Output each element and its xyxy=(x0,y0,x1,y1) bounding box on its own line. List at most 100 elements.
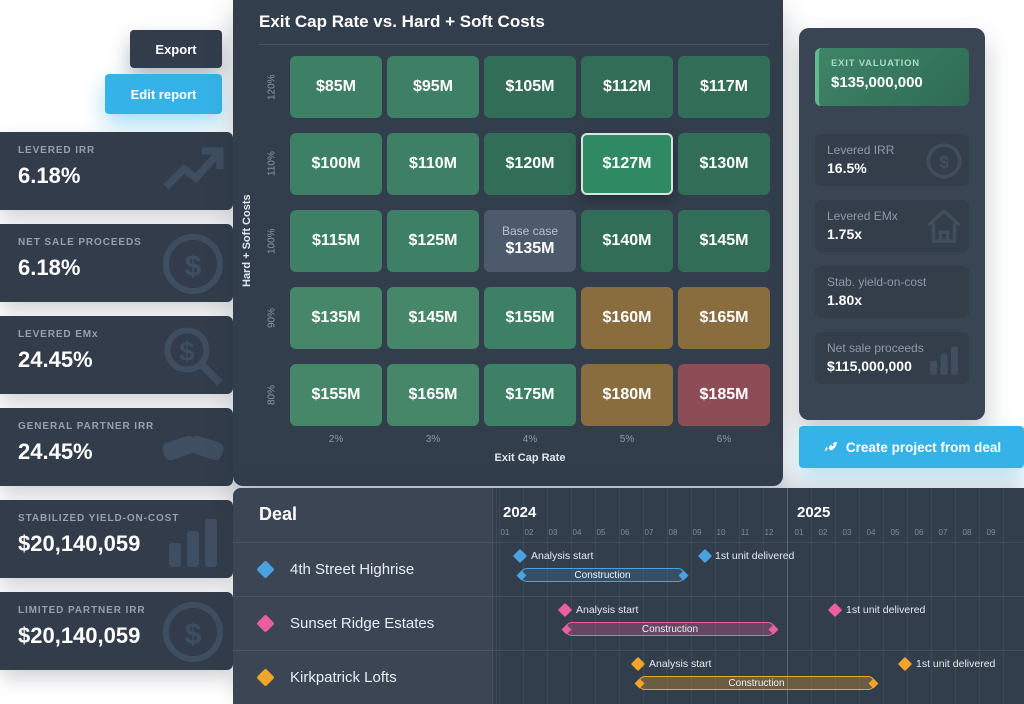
export-button[interactable]: Export xyxy=(130,30,222,68)
analysis-start-marker[interactable] xyxy=(630,656,646,672)
y-tick: 100% xyxy=(266,228,278,254)
year-label-2024: 2024 xyxy=(503,504,537,521)
construction-bar[interactable]: Construction xyxy=(634,676,879,690)
month-tick: 05 xyxy=(890,528,900,537)
svg-text:$: $ xyxy=(185,250,202,283)
deal-column-header: Deal xyxy=(259,504,298,524)
summary-card-value: 1.75x xyxy=(827,226,863,242)
milestone-label: 1st unit delivered xyxy=(846,604,926,616)
heatmap-cell[interactable]: $155M xyxy=(290,364,382,426)
heatmap-cell[interactable]: $117M xyxy=(678,56,770,118)
heatmap-panel: Exit Cap Rate vs. Hard + Soft Costs Hard… xyxy=(233,0,783,486)
gantt-chart: 2024 2025 01 02 03 04 05 06 07 08 09 10 11 12 01 02 0… xyxy=(493,488,1024,704)
month-ticks-2025: 01 02 03 04 05 06 07 08 09 xyxy=(787,528,1003,537)
deal-row-sunset-ridge[interactable]: Sunset Ridge Estates xyxy=(233,596,493,650)
heatmap-cell[interactable]: $175M xyxy=(484,364,576,426)
first-unit-delivered-marker[interactable] xyxy=(697,548,713,564)
deal-diamond-icon xyxy=(256,613,275,633)
svg-text:$: $ xyxy=(185,618,202,651)
summary-card-value: 16.5% xyxy=(827,160,867,176)
heatmap-cell[interactable]: $105M xyxy=(484,56,576,118)
heatmap-cell[interactable]: $145M xyxy=(387,287,479,349)
metric-label: LEVERED EMx xyxy=(18,329,99,340)
summary-card-label: Levered IRR xyxy=(827,143,895,157)
construction-label: Construction xyxy=(574,569,631,581)
metric-panel-levered-irr: LEVERED IRR 6.18% xyxy=(0,132,233,210)
month-tick: 09 xyxy=(986,528,996,537)
svg-text:$: $ xyxy=(939,152,949,172)
heatmap-cell[interactable]: $180M xyxy=(581,364,673,426)
x-tick: 3% xyxy=(425,434,441,445)
heatmap-cell[interactable]: $100M xyxy=(290,133,382,195)
summary-card-value: $115,000,000 xyxy=(827,358,912,374)
month-tick: 05 xyxy=(596,528,606,537)
metric-panel-lp-irr: $ LIMITED PARTNER IRR $20,140,059 xyxy=(0,592,233,670)
month-tick: 07 xyxy=(938,528,948,537)
heatmap-cell[interactable]: $95M xyxy=(387,56,479,118)
x-tick: 4% xyxy=(522,434,538,445)
metric-value: $20,140,059 xyxy=(18,623,141,648)
bar-end-diamond-icon xyxy=(868,678,879,688)
month-tick: 02 xyxy=(818,528,828,537)
bar-end-diamond-icon xyxy=(634,678,645,688)
heatmap-cell-base-case[interactable]: Base case $135M xyxy=(484,210,576,272)
edit-report-button[interactable]: Edit report xyxy=(105,74,222,114)
analysis-start-marker[interactable] xyxy=(557,602,573,618)
x-tick: 6% xyxy=(716,434,732,445)
heatmap-cell[interactable]: $110M xyxy=(387,133,479,195)
heatmap-cell[interactable]: $160M xyxy=(581,287,673,349)
bar-end-diamond-icon xyxy=(561,624,572,634)
heatmap-cell[interactable]: $155M xyxy=(484,287,576,349)
heatmap-cell[interactable]: $165M xyxy=(387,364,479,426)
year-label-2025: 2025 xyxy=(797,504,831,521)
year-divider xyxy=(787,488,788,704)
summary-panel: EXIT VALUATION $135,000,000 $ Levered IR… xyxy=(799,28,985,420)
heatmap-cell[interactable]: $145M xyxy=(678,210,770,272)
first-unit-delivered-marker[interactable] xyxy=(897,656,913,672)
heatmap-cell[interactable]: $165M xyxy=(678,287,770,349)
heatmap-cell[interactable]: $185M xyxy=(678,364,770,426)
heatmap-cell[interactable]: $125M xyxy=(387,210,479,272)
heatmap-y-axis-label: Hard + Soft Costs xyxy=(241,194,253,288)
construction-label: Construction xyxy=(728,677,785,689)
heatmap-cell[interactable]: $112M xyxy=(581,56,673,118)
month-tick: 11 xyxy=(740,528,750,537)
heatmap-grid: 120% $85M $95M $105M $112M $117M 110% $1… xyxy=(259,56,770,426)
month-tick: 07 xyxy=(644,528,654,537)
heatmap-cell[interactable]: $135M xyxy=(290,287,382,349)
construction-bar[interactable]: Construction xyxy=(516,568,689,582)
heatmap-cell-selected[interactable]: $127M xyxy=(581,133,673,195)
month-tick: 02 xyxy=(524,528,534,537)
rocket-icon xyxy=(823,441,837,452)
heatmap-cell[interactable]: $120M xyxy=(484,133,576,195)
heatmap-cell[interactable]: $115M xyxy=(290,210,382,272)
divider xyxy=(259,44,769,45)
x-tick: 5% xyxy=(619,434,635,445)
deal-row-kirkpatrick[interactable]: Kirkpatrick Lofts xyxy=(233,650,493,704)
deal-row-4th-street[interactable]: 4th Street Highrise xyxy=(233,542,493,596)
metric-value: 6.18% xyxy=(18,163,81,188)
summary-card-stab-yoc: Stab. yield-on-cost 1.80x xyxy=(815,266,969,318)
dollar-circle-icon: $ xyxy=(157,228,229,300)
month-tick: 12 xyxy=(764,528,774,537)
analysis-start-marker[interactable] xyxy=(512,548,528,564)
summary-card-label: Levered EMx xyxy=(827,209,898,223)
month-ticks-2024: 01 02 03 04 05 06 07 08 09 10 11 12 xyxy=(493,528,781,537)
construction-label: Construction xyxy=(641,623,699,635)
base-case-label: Base case xyxy=(501,224,559,238)
heatmap-cell[interactable]: $130M xyxy=(678,133,770,195)
summary-card-net-sale-proceeds: Net sale proceeds $115,000,000 xyxy=(815,332,969,384)
construction-bar[interactable]: Construction xyxy=(561,622,779,636)
month-tick: 03 xyxy=(842,528,852,537)
create-project-label: Create project from deal xyxy=(845,439,1002,455)
milestone-label: Analysis start xyxy=(531,550,594,562)
heatmap-cell[interactable]: $140M xyxy=(581,210,673,272)
trend-up-icon xyxy=(157,136,229,208)
create-project-button[interactable]: Create project from deal xyxy=(799,426,1024,468)
bar-end-diamond-icon xyxy=(768,624,779,634)
first-unit-delivered-marker[interactable] xyxy=(827,602,843,618)
metric-value: 24.45% xyxy=(18,439,93,464)
bar-end-diamond-icon xyxy=(516,570,527,580)
heatmap-cell[interactable]: $85M xyxy=(290,56,382,118)
metric-panel-levered-emx: $ LEVERED EMx 24.45% xyxy=(0,316,233,394)
